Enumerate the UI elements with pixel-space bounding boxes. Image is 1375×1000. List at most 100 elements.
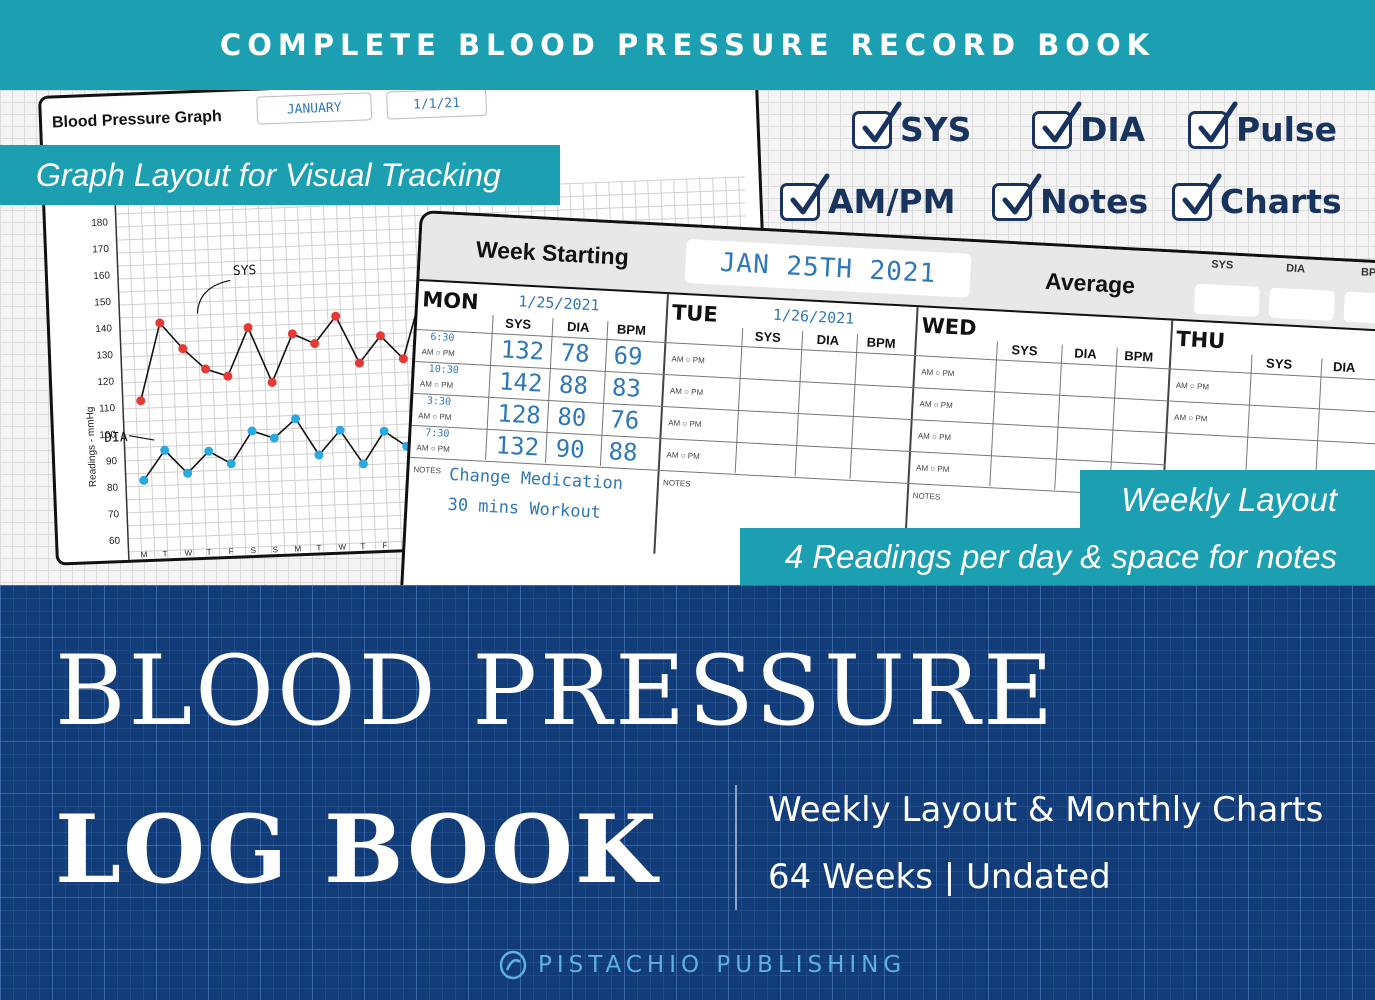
preview-area: 180 170 160 150 140 130 120 110 100 90 80 70 60 50 Rea… — [0, 90, 1375, 585]
y-axis — [114, 201, 130, 566]
am-label: AM — [666, 450, 679, 460]
feature-charts: Charts — [1172, 173, 1342, 221]
graph-layout-banner-text: Graph Layout for Visual Tracking — [36, 156, 501, 193]
graph-layout-banner: Graph Layout for Visual Tracking — [0, 145, 560, 205]
dia-series-point — [226, 459, 236, 469]
average-col-sys: SYS — [1210, 258, 1234, 272]
col-header-dia: DIA — [1332, 359, 1356, 376]
pm-label: PM — [938, 432, 952, 443]
x-day-label: M — [294, 544, 301, 553]
graph-year-field: 1/1/21 — [386, 90, 488, 120]
dia-series-point — [335, 425, 345, 435]
sys-series-point — [310, 339, 320, 349]
day-column-tue: TUE 1/26/2021 SYS DIA BPM AM ○ PM AM ○ P… — [655, 294, 919, 567]
y-tick-label: 140 — [95, 323, 113, 335]
pm-label: PM — [690, 387, 704, 398]
grid-line — [989, 341, 998, 487]
reading-sys: 128 — [496, 399, 542, 430]
cover-divider — [735, 785, 737, 910]
publisher-name: PISTACHIO PUBLISHING — [538, 952, 907, 978]
reading-bpm: 76 — [609, 405, 640, 435]
feature-label: AM/PM — [828, 182, 956, 221]
y-tick-label: 160 — [93, 270, 111, 282]
reading-time: 7:30 — [425, 427, 450, 440]
am-pm-toggle: AM ○ PM — [1175, 380, 1210, 392]
y-tick-label: 70 — [108, 509, 120, 520]
am-label: AM — [417, 411, 431, 421]
sys-series-point — [287, 329, 297, 339]
y-tick-label: 120 — [97, 377, 115, 389]
pm-label: PM — [437, 444, 451, 454]
sys-annotation-arrow — [196, 279, 231, 314]
am-pm-toggle: AM ○ PM — [919, 399, 954, 411]
am-label: AM — [1175, 380, 1189, 391]
sys-series-point — [178, 344, 188, 354]
average-col-dia: DIA — [1285, 262, 1306, 276]
pm-label: PM — [687, 451, 701, 461]
day-name: TUE — [671, 300, 719, 327]
grid-line — [661, 437, 912, 453]
cover-subtitle: LOG BOOK — [55, 795, 659, 905]
graph-month-field: JANUARY — [256, 92, 373, 125]
dia-series-point — [204, 446, 214, 456]
am-label: AM — [421, 347, 434, 357]
dia-series-point — [183, 468, 193, 478]
reading-bpm: 69 — [612, 341, 644, 371]
col-header-dia: DIA — [1074, 345, 1098, 362]
y-tick-label: 60 — [109, 536, 121, 547]
feature-label: Notes — [1040, 182, 1149, 221]
average-box-sys — [1193, 283, 1261, 318]
sys-series-point — [331, 311, 341, 321]
col-header-dia: DIA — [566, 318, 590, 336]
cover-feature-line-2: 64 Weeks | Undated — [768, 857, 1111, 897]
y-tick-label: 110 — [99, 403, 116, 415]
reading-time: 3:30 — [426, 395, 452, 408]
y-tick-label: 170 — [92, 244, 110, 256]
feature-pulse: Pulse — [1188, 101, 1337, 149]
x-day-label: T — [316, 543, 321, 552]
grid-line — [485, 314, 494, 460]
dia-annotation: DIA — [104, 430, 128, 446]
feature-dia: DIA — [1032, 101, 1145, 149]
x-day-label: T — [163, 549, 168, 558]
y-tick-label: 100 — [99, 430, 117, 442]
grid-line — [914, 387, 1170, 402]
pm-label: PM — [942, 368, 955, 379]
am-pm-toggle: AM ○ PM — [421, 347, 456, 359]
feature-sys: SYS — [852, 101, 971, 149]
am-label: AM — [671, 354, 684, 364]
cover-panel: BLOOD PRESSURE LOG BOOK Weekly Layout & … — [0, 585, 1375, 1000]
average-col-bp: BP — [1360, 266, 1375, 280]
x-day-label: T — [360, 542, 365, 551]
sys-series-point — [375, 331, 385, 341]
notes-label: NOTES — [662, 478, 691, 489]
grid-line — [1054, 344, 1063, 490]
day-name: MON — [421, 287, 480, 315]
am-pm-toggle: AM ○ PM — [915, 463, 950, 475]
am-label: AM — [917, 431, 931, 441]
check-icon — [780, 173, 830, 221]
grid-line — [849, 334, 859, 479]
am-pm-toggle: AM ○ PM — [1173, 412, 1208, 424]
check-icon — [1172, 173, 1222, 221]
col-header-sys: SYS — [504, 315, 532, 332]
x-day-label: S — [272, 545, 278, 554]
col-header-sys: SYS — [1265, 355, 1293, 372]
am-pm-toggle: AM ○ PM — [666, 450, 701, 461]
reading-dia: 88 — [558, 370, 589, 401]
y-tick-label: 180 — [91, 217, 109, 229]
week-label: WEEK 2 — [339, 554, 378, 565]
dia-series-point — [358, 459, 368, 469]
am-pm-toggle: AM ○ PM — [419, 379, 454, 390]
reading-dia: 90 — [554, 434, 586, 464]
am-label: AM — [419, 379, 433, 389]
pm-label: PM — [439, 412, 452, 422]
pm-label: PM — [692, 355, 706, 366]
readings-banner: 4 Readings per day & space for notes — [740, 528, 1375, 585]
pm-label: PM — [940, 400, 954, 411]
dia-series-point — [139, 475, 149, 485]
sys-series-point — [398, 354, 408, 364]
reading-sys: 142 — [498, 367, 544, 398]
check-icon — [1188, 101, 1238, 149]
am-label: AM — [667, 418, 681, 428]
